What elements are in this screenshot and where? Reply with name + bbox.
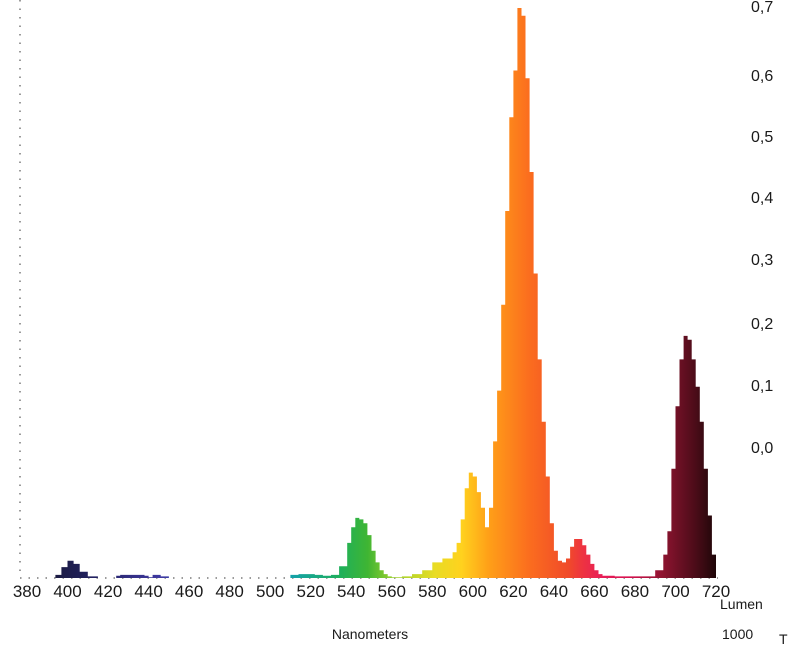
y-tick-label-0: 0,7 (751, 0, 773, 16)
x-tick-label-420: 420 (94, 582, 122, 601)
x-tick-label-600: 600 (459, 582, 487, 601)
x-tick-label-720: 720 (702, 582, 730, 601)
y-tick-label-2: 0,5 (751, 129, 773, 146)
x-axis-label: Nanometers (332, 626, 408, 642)
x-tick-label-620: 620 (499, 582, 527, 601)
y-tick-label-3: 0,4 (751, 190, 773, 207)
x-tick-label-440: 440 (134, 582, 162, 601)
x-tick-label-400: 400 (53, 582, 81, 601)
x-tick-label-660: 660 (580, 582, 608, 601)
x-tick-label-680: 680 (621, 582, 649, 601)
x-tick-label-460: 460 (175, 582, 203, 601)
x-tick-label-700: 700 (661, 582, 689, 601)
spectrum-area (27, 8, 716, 578)
lumen-value: 1000 (722, 626, 753, 642)
x-tick-label-560: 560 (378, 582, 406, 601)
x-tick-label-540: 540 (337, 582, 365, 601)
y-tick-label-6: 0,1 (751, 378, 773, 395)
y-tick-label-4: 0,3 (751, 252, 773, 269)
y-tick-label-1: 0,6 (751, 68, 773, 85)
y-tick-label-7: 0,0 (751, 440, 773, 457)
x-tick-label-580: 580 (418, 582, 446, 601)
y-axis-ticks: 0,7 0,6 0,5 0,4 0,3 0,2 0,1 0,0 (751, 0, 773, 457)
lumen-label: Lumen (720, 596, 763, 612)
x-tick-label-380: 380 (13, 582, 41, 601)
x-tick-label-640: 640 (540, 582, 568, 601)
x-tick-label-500: 500 (256, 582, 284, 601)
y-tick-label-5: 0,2 (751, 316, 773, 333)
plot-area (19, 0, 718, 579)
x-tick-label-480: 480 (215, 582, 243, 601)
x-axis-ticks: 380 400 420 440 460 480 500 520 540 560 580 600 620 6… (13, 582, 730, 601)
cutoff-glyph: T (779, 631, 788, 647)
x-tick-label-520: 520 (297, 582, 325, 601)
